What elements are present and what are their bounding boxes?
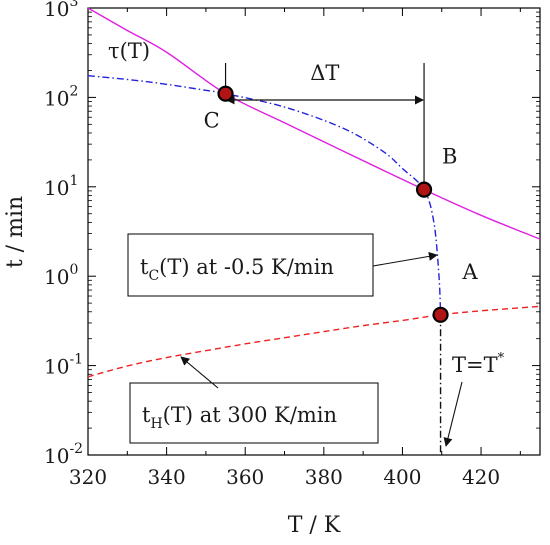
tstar-main: T=T <box>452 353 498 377</box>
y-tick-exp: 0 <box>69 262 78 278</box>
point-label-b: B <box>442 145 457 169</box>
y-tick-label: 103 <box>44 0 78 21</box>
tau-label: τ(T) <box>108 39 150 63</box>
point-a <box>432 306 449 323</box>
y-axis-label: t / min <box>3 196 28 268</box>
delta-t-label: ΔT <box>310 61 339 85</box>
th-annotation: tH(T) at 300 K/min <box>142 403 337 432</box>
tc-sub: C <box>148 268 159 284</box>
point-c <box>217 85 234 102</box>
y-tick-exp: 3 <box>69 0 78 10</box>
tstar-annotation: T=T* <box>452 351 505 377</box>
y-tick-base: 10 <box>44 176 69 200</box>
th-sub: H <box>150 416 162 432</box>
x-tick-label: 420 <box>462 465 500 489</box>
tc-arrow <box>372 251 438 267</box>
tc-annotation: tC(T) at -0.5 K/min <box>140 255 334 284</box>
x-tick-label: 400 <box>383 465 421 489</box>
y-tick-label: 10-2 <box>44 441 83 468</box>
y-tick-base: 10 <box>44 444 69 468</box>
y-tick-exp: 2 <box>69 83 78 99</box>
x-tick-label: 360 <box>226 465 264 489</box>
tc-rest: (T) at -0.5 K/min <box>159 255 334 279</box>
tau-curve <box>87 7 541 240</box>
x-tick-label: 340 <box>148 465 186 489</box>
th-rest: (T) at 300 K/min <box>163 403 337 427</box>
y-tick-label: 100 <box>44 262 78 289</box>
y-tick-exp: -2 <box>69 441 83 457</box>
tstar-arrow <box>443 381 463 447</box>
y-tick-exp: 1 <box>69 173 78 189</box>
y-tick-base: 10 <box>44 265 69 289</box>
y-tick-label: 101 <box>44 173 78 200</box>
x-axis-label: T / K <box>288 513 341 538</box>
th-annotation-box <box>129 382 379 444</box>
guides <box>224 63 442 455</box>
x-tick-label: 380 <box>305 465 343 489</box>
th-main: t <box>142 403 151 427</box>
point-label-a: A <box>462 260 479 284</box>
points-layer: C B A <box>204 85 479 323</box>
y-tick-exp: -1 <box>69 352 83 368</box>
th-arrow <box>180 356 219 389</box>
point-label-c: C <box>204 109 220 133</box>
tstar-sup: * <box>498 351 505 366</box>
tc-curve <box>87 74 442 315</box>
y-tick-base: 10 <box>44 0 69 21</box>
tc-main: t <box>140 255 149 279</box>
y-tick-label: 102 <box>44 83 78 110</box>
y-tick-base: 10 <box>44 86 69 110</box>
x-tick-label: 320 <box>69 465 107 489</box>
plot-frame <box>87 7 541 456</box>
y-tick-label: 10-1 <box>44 352 83 379</box>
tc-annotation-box <box>127 233 374 297</box>
y-tick-base: 10 <box>44 355 69 379</box>
point-b <box>415 181 433 198</box>
